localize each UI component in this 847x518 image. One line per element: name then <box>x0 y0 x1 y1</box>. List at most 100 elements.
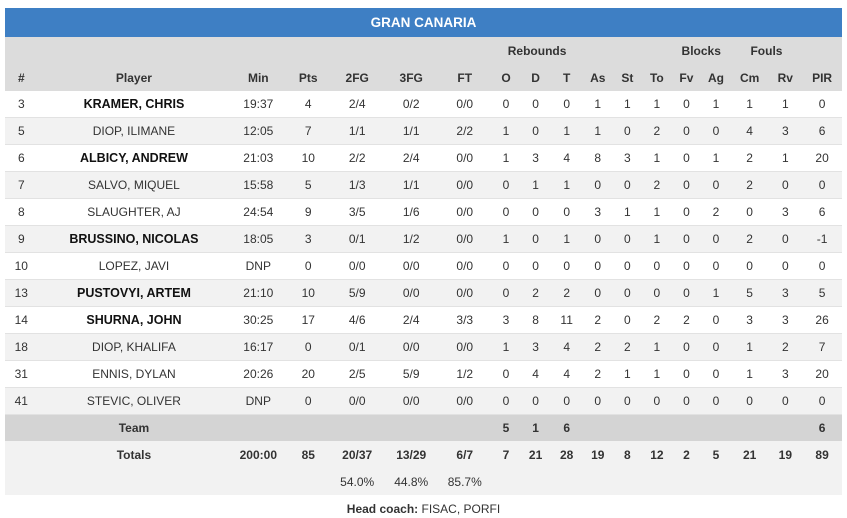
stat-cell: 3 <box>730 306 769 334</box>
stat-cell: 0 <box>802 252 842 280</box>
stat-cell: 0 <box>671 252 702 280</box>
header-spacer-3 <box>802 37 842 64</box>
stat-cell: 20:26 <box>230 360 287 388</box>
stat-cell: 0 <box>701 117 731 145</box>
player-number: 9 <box>5 225 38 253</box>
stat-cell: 18:05 <box>230 225 287 253</box>
stat-cell: 2 <box>730 225 769 253</box>
totals-cell: 21 <box>730 441 769 469</box>
stat-cell: 6 <box>802 198 842 226</box>
player-number: 3 <box>5 91 38 118</box>
stat-cell: 0 <box>730 387 769 415</box>
stat-cell: 0 <box>701 225 731 253</box>
stat-cell: 0 <box>582 171 613 199</box>
team-title: GRAN CANARIA <box>5 8 842 37</box>
player-number: 41 <box>5 387 38 415</box>
stat-cell: 1 <box>612 360 643 388</box>
stat-cell: 0 <box>730 252 769 280</box>
stat-cell: 17 <box>286 306 331 334</box>
percentages-row: 54.0% 44.8% 85.7% <box>5 469 842 495</box>
stat-cell: 0 <box>671 360 702 388</box>
player-number: 14 <box>5 306 38 334</box>
pct-2fg: 54.0% <box>330 469 385 495</box>
stat-cell: 0 <box>520 225 551 253</box>
stat-cell: 1 <box>642 333 672 361</box>
stat-cell: 0/0 <box>438 91 492 118</box>
stat-cell: 0/0 <box>384 333 439 361</box>
stat-cell: 2 <box>701 198 731 226</box>
stat-cell: 0 <box>550 198 583 226</box>
stat-cell: 1 <box>491 144 521 172</box>
totals-cell: 200:00 <box>230 441 287 469</box>
stat-cell: 10 <box>286 144 331 172</box>
totals-cell: 6/7 <box>438 441 492 469</box>
column-headers: # Player Min Pts 2FG 3FG FT O D T As St To Fv Ag Cm Rv PI… <box>5 64 842 91</box>
stat-cell: 0 <box>671 91 702 118</box>
stat-cell: 3/3 <box>438 306 492 334</box>
stat-cell: 20 <box>802 360 842 388</box>
stat-cell: 1 <box>612 198 643 226</box>
stat-cell: 2 <box>612 333 643 361</box>
team-spacer <box>230 414 492 441</box>
stat-cell: 0 <box>520 387 551 415</box>
stat-cell: 0 <box>671 333 702 361</box>
stat-cell: 0 <box>701 171 731 199</box>
player-name: DIOP, KHALIFA <box>37 333 231 361</box>
stat-cell: 0 <box>286 252 331 280</box>
stat-cell: 3 <box>491 306 521 334</box>
stat-cell: 1/2 <box>384 225 439 253</box>
stat-cell: 0 <box>768 252 803 280</box>
stat-cell: 0/0 <box>438 252 492 280</box>
stat-cell: 1 <box>550 117 583 145</box>
stat-cell: 1/1 <box>330 117 385 145</box>
stat-cell: 0 <box>768 225 803 253</box>
pct-spacer <box>5 469 331 495</box>
team-pir: 6 <box>802 414 842 441</box>
team-label: Team <box>37 414 231 441</box>
stat-cell: 1/1 <box>384 117 439 145</box>
stat-cell: 1 <box>701 91 731 118</box>
team-total-rebounds: 6 <box>550 414 583 441</box>
player-number: 6 <box>5 144 38 172</box>
totals-cell: 5 <box>701 441 731 469</box>
team-offensive-rebounds: 5 <box>491 414 521 441</box>
stat-cell: 0/0 <box>438 171 492 199</box>
stat-cell: 0 <box>491 171 521 199</box>
player-name: KRAMER, CHRIS <box>37 91 231 118</box>
stat-cell: 0 <box>642 279 672 307</box>
stat-cell: 3 <box>768 198 803 226</box>
totals-label: Totals <box>37 441 231 469</box>
player-row: 7 SALVO, MIQUEL 15:58 5 1/3 1/1 0/0 0 1 1 0 0 2 0 0 2 0 0 <box>5 171 842 199</box>
column-header: Cm <box>730 64 769 91</box>
stat-cell: 0/0 <box>438 198 492 226</box>
stat-cell: 0 <box>550 387 583 415</box>
player-number: 18 <box>5 333 38 361</box>
stat-cell: 0 <box>491 360 521 388</box>
stat-cell: 1 <box>642 144 672 172</box>
column-header: FT <box>438 64 492 91</box>
player-number: 5 <box>5 117 38 145</box>
stat-cell: 0 <box>701 333 731 361</box>
stat-cell: 0 <box>491 279 521 307</box>
stat-cell: 0 <box>612 252 643 280</box>
stat-cell: 0 <box>642 387 672 415</box>
stat-cell: 30:25 <box>230 306 287 334</box>
stat-cell: 0 <box>612 171 643 199</box>
stat-cell: 4 <box>550 333 583 361</box>
player-name: SALVO, MIQUEL <box>37 171 231 199</box>
stat-cell: 2/4 <box>384 144 439 172</box>
stat-cell: 0 <box>671 387 702 415</box>
stat-cell: 1 <box>612 91 643 118</box>
stat-cell: 1 <box>768 144 803 172</box>
stat-cell: 1 <box>642 198 672 226</box>
stat-cell: 0/0 <box>438 333 492 361</box>
stat-cell: 1 <box>730 360 769 388</box>
stat-cell: 0 <box>286 387 331 415</box>
column-header: D <box>520 64 551 91</box>
stat-cell: 20 <box>286 360 331 388</box>
stat-cell: 3 <box>520 144 551 172</box>
player-row: 31 ENNIS, DYLAN 20:26 20 2/5 5/9 1/2 0 4 4 2 1 1 0 0 1 3… <box>5 360 842 388</box>
header-blocks: Blocks <box>671 37 731 64</box>
stat-cell: 2 <box>730 171 769 199</box>
stat-cell: 5 <box>286 171 331 199</box>
